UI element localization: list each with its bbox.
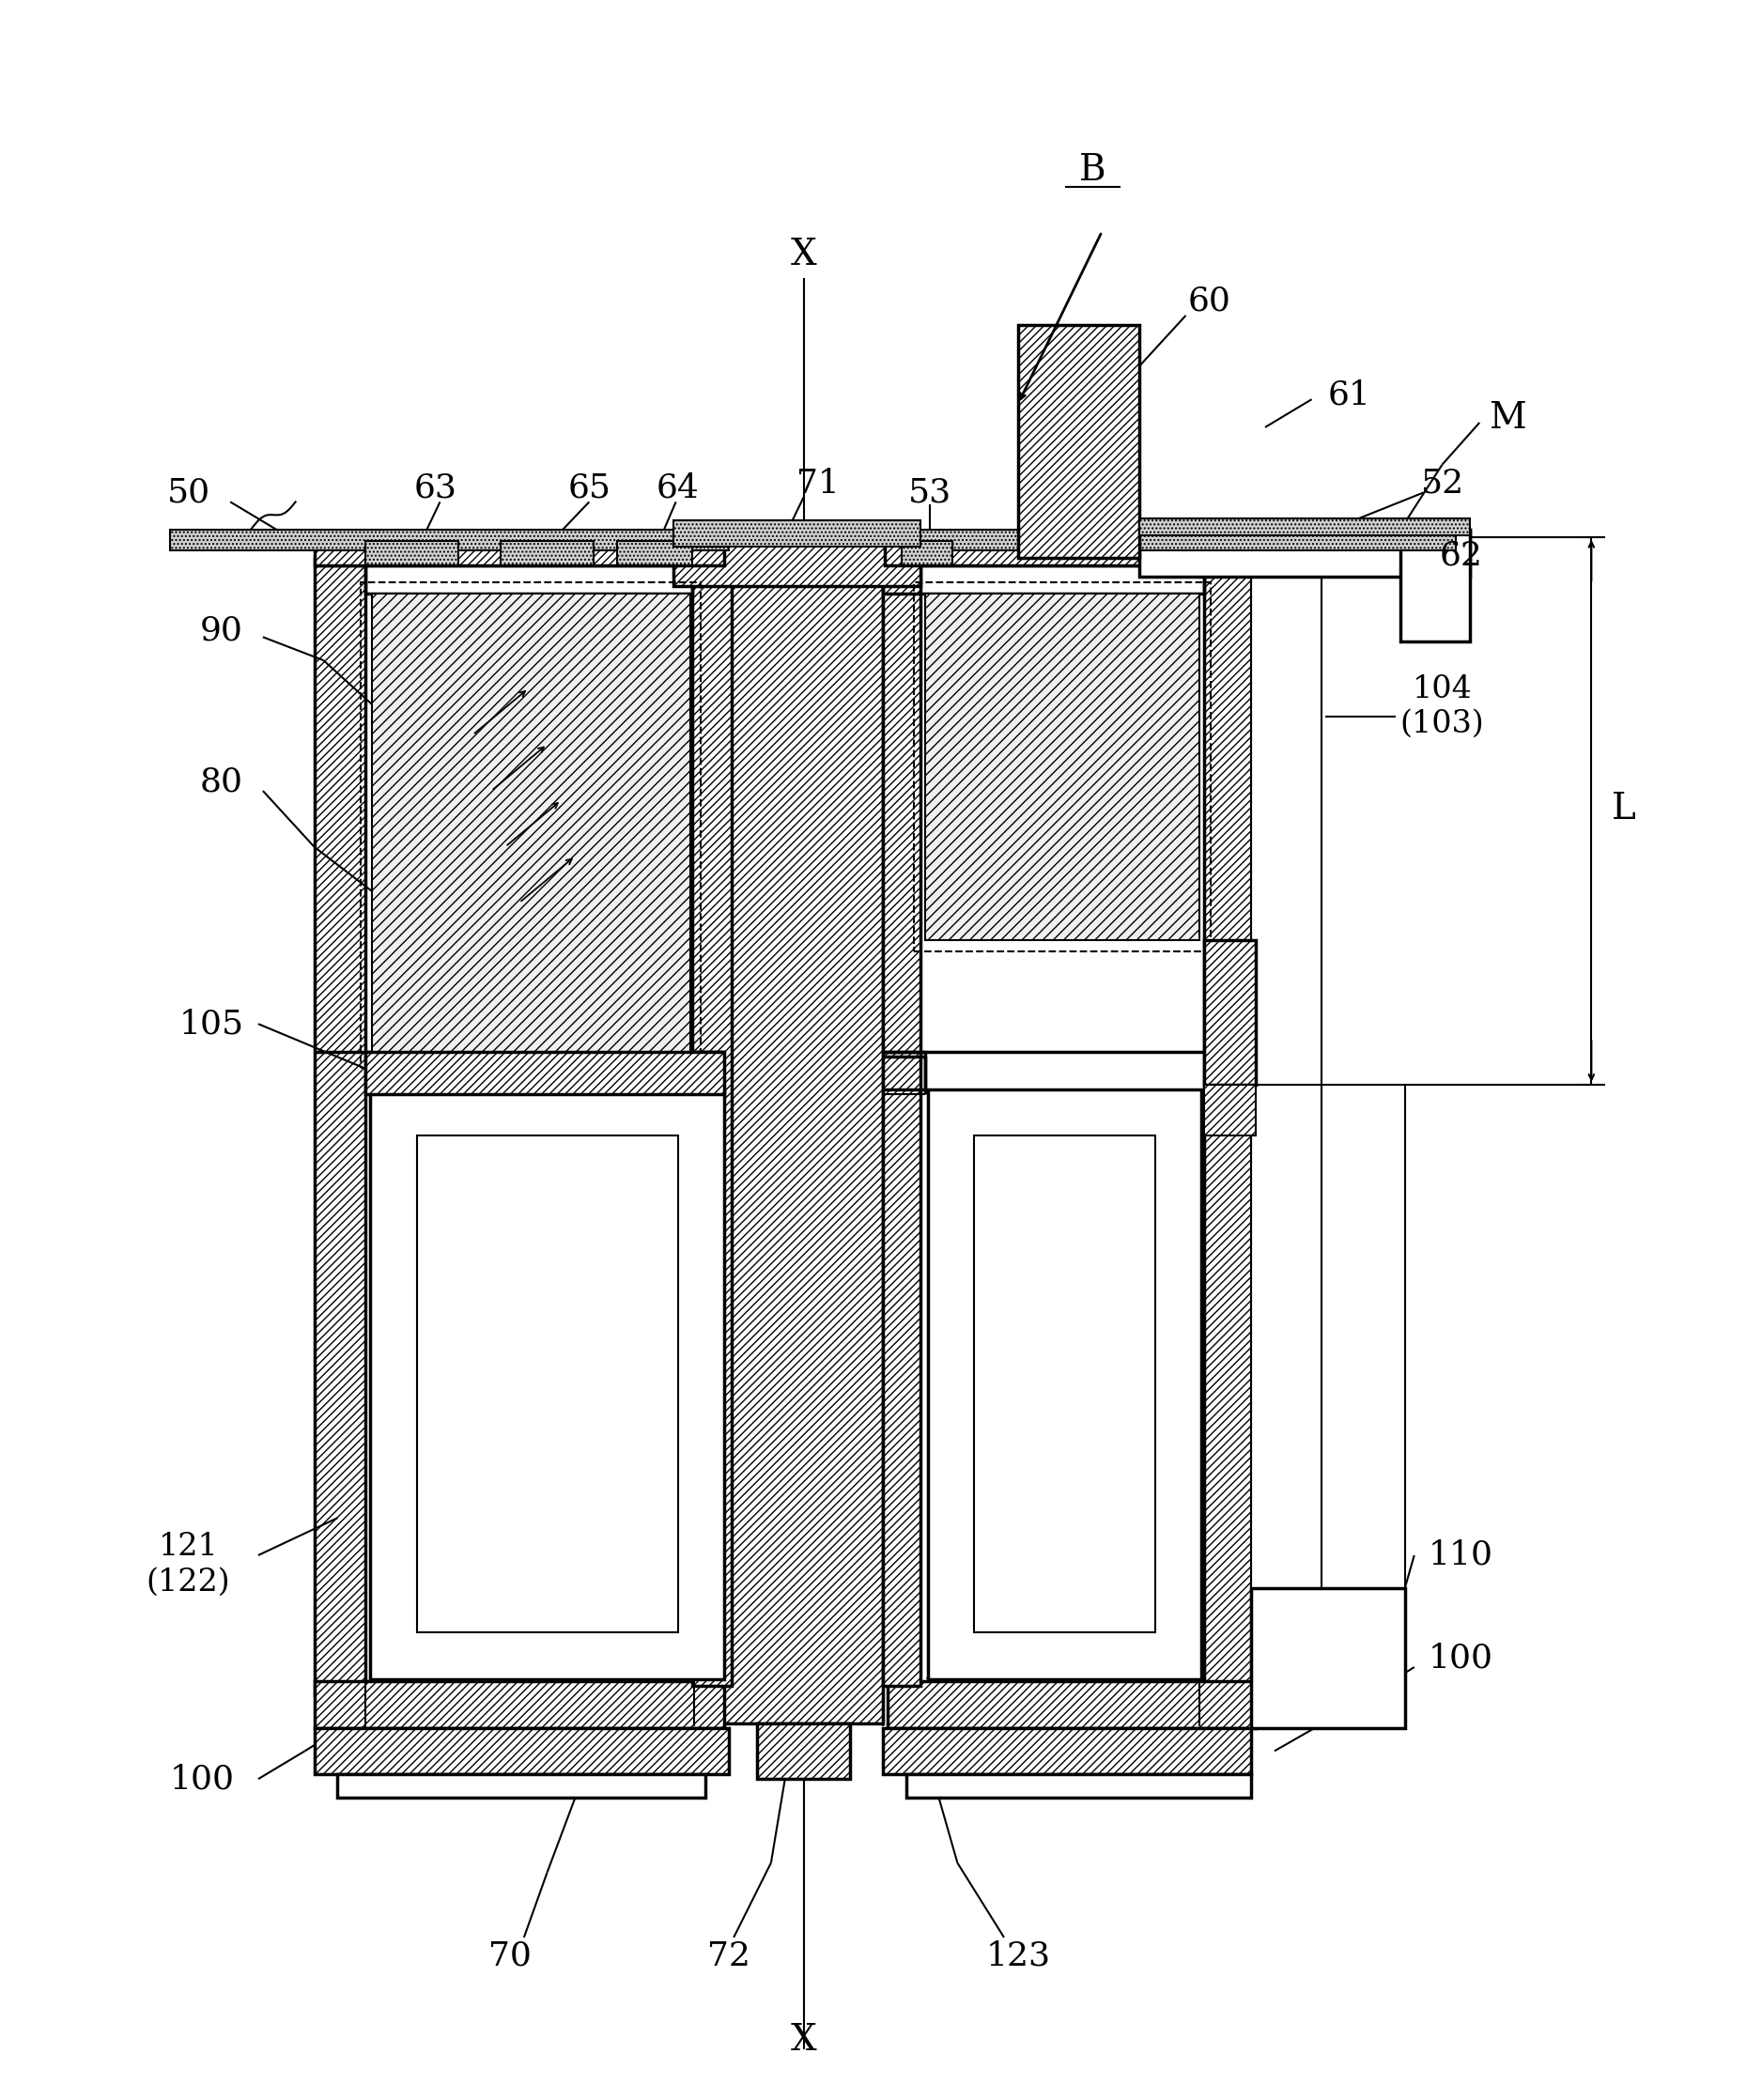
Bar bbox=[925, 592, 1200, 941]
Bar bbox=[370, 1090, 724, 1680]
Text: 71: 71 bbox=[796, 466, 839, 500]
Bar bbox=[314, 1728, 729, 1774]
Bar bbox=[902, 542, 953, 565]
Text: 62: 62 bbox=[1440, 540, 1482, 571]
Text: 52: 52 bbox=[1420, 466, 1464, 500]
Bar bbox=[500, 542, 594, 565]
Bar bbox=[906, 1774, 1251, 1798]
Bar bbox=[1140, 519, 1470, 536]
Bar bbox=[617, 542, 692, 565]
Bar bbox=[673, 540, 920, 586]
Bar bbox=[1018, 326, 1140, 559]
Text: M: M bbox=[1489, 401, 1526, 435]
Bar bbox=[927, 1090, 1202, 1680]
Text: 90: 90 bbox=[199, 615, 243, 647]
Text: X: X bbox=[791, 237, 816, 273]
Bar bbox=[361, 582, 701, 1067]
Text: X: X bbox=[791, 2022, 816, 2058]
Text: 50: 50 bbox=[167, 477, 210, 508]
Bar bbox=[418, 1136, 678, 1632]
Bar bbox=[914, 582, 1210, 951]
Text: 104
(103): 104 (103) bbox=[1401, 674, 1484, 739]
Bar bbox=[365, 542, 458, 565]
Text: 121
(122): 121 (122) bbox=[146, 1533, 231, 1596]
Bar bbox=[372, 592, 691, 1056]
Bar bbox=[1251, 559, 1322, 1598]
Text: 63: 63 bbox=[414, 473, 456, 504]
Text: 80: 80 bbox=[199, 766, 243, 798]
Bar bbox=[722, 563, 883, 1724]
Text: 70: 70 bbox=[488, 1940, 532, 1972]
Bar bbox=[1140, 529, 1470, 575]
Bar bbox=[314, 559, 365, 1695]
Bar bbox=[888, 1682, 1256, 1728]
Bar bbox=[169, 529, 729, 550]
Bar bbox=[365, 1052, 724, 1094]
Bar bbox=[1401, 529, 1470, 643]
Bar bbox=[673, 521, 920, 546]
Text: 60: 60 bbox=[1188, 286, 1230, 317]
Text: 64: 64 bbox=[655, 473, 700, 504]
Bar bbox=[974, 1136, 1156, 1632]
Bar bbox=[1205, 941, 1256, 1084]
Bar bbox=[1251, 1588, 1404, 1728]
Text: L: L bbox=[1612, 792, 1637, 827]
Bar bbox=[692, 559, 731, 1686]
Bar bbox=[314, 542, 724, 565]
Bar bbox=[1205, 1084, 1256, 1136]
Text: 100: 100 bbox=[169, 1764, 234, 1796]
Text: 123: 123 bbox=[985, 1940, 1050, 1972]
Bar bbox=[883, 559, 920, 1686]
Bar bbox=[902, 529, 1455, 550]
Bar bbox=[885, 542, 1256, 565]
Bar bbox=[338, 1774, 707, 1798]
Text: 72: 72 bbox=[708, 1940, 751, 1972]
Bar bbox=[883, 1728, 1251, 1774]
Bar bbox=[314, 1682, 724, 1728]
Text: 105: 105 bbox=[180, 1008, 245, 1040]
Text: 100: 100 bbox=[1429, 1642, 1492, 1674]
Text: 61: 61 bbox=[1327, 378, 1371, 412]
Text: 53: 53 bbox=[907, 477, 951, 508]
Text: B: B bbox=[1078, 153, 1107, 189]
Bar bbox=[1205, 559, 1256, 1695]
Text: 110: 110 bbox=[1429, 1539, 1492, 1571]
Text: 65: 65 bbox=[567, 473, 611, 504]
Bar bbox=[758, 1724, 851, 1779]
